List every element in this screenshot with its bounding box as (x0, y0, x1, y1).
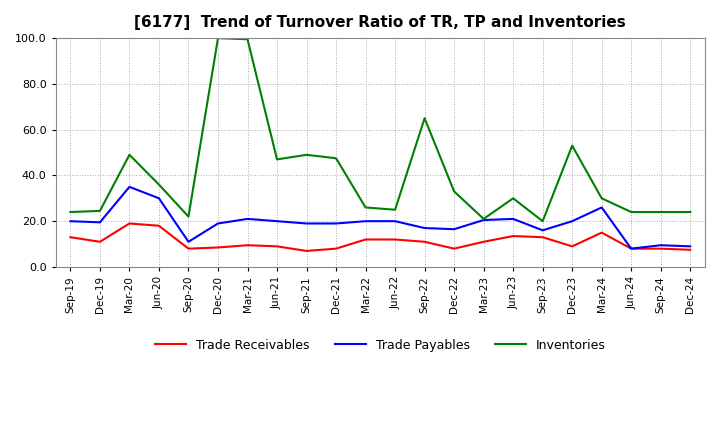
Trade Receivables (66, 235, 75, 240)
Inventories (391, 207, 400, 213)
Inventories (214, 36, 222, 41)
Inventories (184, 214, 193, 219)
Inventories (332, 156, 341, 161)
Trade Payables (686, 244, 695, 249)
Trade Payables (450, 227, 459, 232)
Trade Receivables (155, 223, 163, 228)
Trade Receivables (598, 230, 606, 235)
Inventories (361, 205, 370, 210)
Trade Payables (96, 220, 104, 225)
Trade Receivables (391, 237, 400, 242)
Inventories (273, 157, 282, 162)
Trade Payables (480, 217, 488, 223)
Trade Receivables (361, 237, 370, 242)
Inventories (657, 209, 665, 215)
Trade Receivables (125, 221, 134, 226)
Inventories (539, 219, 547, 224)
Trade Payables (273, 219, 282, 224)
Inventories (686, 209, 695, 215)
Trade Payables (361, 219, 370, 224)
Line: Trade Payables: Trade Payables (71, 187, 690, 249)
Inventories (125, 152, 134, 158)
Trade Payables (657, 242, 665, 248)
Trade Payables (627, 246, 636, 251)
Trade Receivables (686, 247, 695, 253)
Inventories (66, 209, 75, 215)
Title: [6177]  Trend of Turnover Ratio of TR, TP and Inventories: [6177] Trend of Turnover Ratio of TR, TP… (135, 15, 626, 30)
Inventories (450, 189, 459, 194)
Trade Payables (125, 184, 134, 190)
Trade Payables (420, 225, 429, 231)
Trade Receivables (450, 246, 459, 251)
Trade Receivables (184, 246, 193, 251)
Trade Payables (243, 216, 252, 221)
Trade Receivables (568, 244, 577, 249)
Inventories (568, 143, 577, 148)
Trade Receivables (214, 245, 222, 250)
Inventories (420, 116, 429, 121)
Trade Payables (302, 221, 311, 226)
Inventories (302, 152, 311, 158)
Trade Payables (155, 196, 163, 201)
Trade Receivables (243, 242, 252, 248)
Inventories (155, 182, 163, 187)
Trade Payables (391, 219, 400, 224)
Legend: Trade Receivables, Trade Payables, Inventories: Trade Receivables, Trade Payables, Inven… (150, 334, 611, 357)
Trade Receivables (509, 234, 518, 239)
Line: Trade Receivables: Trade Receivables (71, 224, 690, 251)
Trade Payables (214, 221, 222, 226)
Trade Receivables (480, 239, 488, 245)
Inventories (96, 208, 104, 213)
Line: Inventories: Inventories (71, 38, 690, 221)
Trade Receivables (332, 246, 341, 251)
Inventories (243, 37, 252, 42)
Trade Receivables (627, 246, 636, 251)
Trade Receivables (539, 235, 547, 240)
Trade Payables (332, 221, 341, 226)
Inventories (598, 196, 606, 201)
Trade Payables (598, 205, 606, 210)
Trade Payables (539, 227, 547, 233)
Inventories (627, 209, 636, 215)
Trade Receivables (96, 239, 104, 245)
Inventories (509, 196, 518, 201)
Inventories (480, 216, 488, 221)
Trade Payables (568, 219, 577, 224)
Trade Payables (66, 219, 75, 224)
Trade Payables (184, 239, 193, 245)
Trade Receivables (657, 246, 665, 251)
Trade Receivables (302, 248, 311, 253)
Trade Payables (509, 216, 518, 221)
Trade Receivables (420, 239, 429, 245)
Trade Receivables (273, 244, 282, 249)
